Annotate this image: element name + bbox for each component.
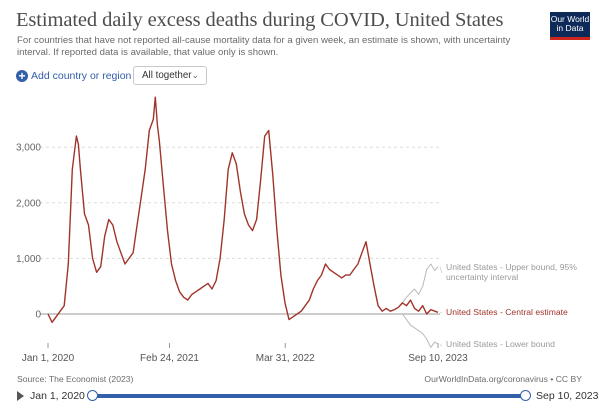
timeline-end-label: Sep 10, 2023 <box>536 390 599 402</box>
legend-label-line: United States - Upper bound, 95% <box>446 262 577 272</box>
labels-layer: United States - Upper bound, 95% uncertai… <box>439 262 577 349</box>
legend-label-line: uncertainty interval <box>446 272 518 282</box>
chart-subtitle: For countries that have not reported all… <box>17 35 511 58</box>
timeline-start-handle[interactable] <box>87 390 98 401</box>
legend-label: United States - Lower bound <box>446 339 555 349</box>
x-tick-label: Feb 24, 2021 <box>140 353 199 364</box>
x-tick-label: Sep 10, 2023 <box>408 353 468 364</box>
page-title: Estimated daily excess deaths during COV… <box>16 9 504 31</box>
series-central-line <box>47 96 439 323</box>
legend-connector <box>439 266 443 274</box>
chart-controls: + Add country or region <box>16 65 131 87</box>
grid-layer: 0 1,000 2,000 3,000 Jan 1, 2020 Feb 24, 2021 M… <box>16 143 468 364</box>
license-link[interactable]: OurWorldInData.org/coronavirus • CC BY <box>424 374 582 384</box>
y-tick-label: 3,000 <box>16 143 41 154</box>
series-bound-line <box>401 313 439 348</box>
logo-line-2: in Data <box>556 23 584 33</box>
series-bound-line <box>401 263 439 304</box>
plus-circle-icon: + <box>16 70 28 82</box>
y-tick-label: 1,000 <box>16 254 41 265</box>
x-tick-label: Jan 1, 2020 <box>22 353 75 364</box>
timeline: Jan 1, 2020 Sep 10, 2023 <box>0 384 600 408</box>
y-tick-label: 2,000 <box>16 198 41 209</box>
y-tick-label: 0 <box>35 310 41 321</box>
timeline-end-handle[interactable] <box>520 390 531 401</box>
logo-line-1: Our World <box>550 14 590 24</box>
legend-label: United States - Central estimate <box>446 307 568 317</box>
add-country-label: Add country or region <box>31 70 132 82</box>
legend-label: United States - Upper bound, 95% uncertai… <box>446 262 577 282</box>
timeline-start-label: Jan 1, 2020 <box>30 390 85 402</box>
facet-dropdown[interactable]: All together ⌄ <box>133 66 207 85</box>
x-tick-label: Mar 31, 2022 <box>256 353 315 364</box>
dropdown-value: All together <box>142 70 192 81</box>
lines-layer <box>47 96 439 323</box>
owid-logo[interactable]: Our World in Data <box>550 12 590 40</box>
timeline-track[interactable] <box>92 394 525 398</box>
legend-connector <box>439 311 443 314</box>
play-icon[interactable] <box>17 391 24 401</box>
legend-connector <box>439 344 443 347</box>
add-country-button[interactable]: + Add country or region <box>16 70 131 82</box>
bounds-layer <box>401 263 439 348</box>
chevron-down-icon: ⌄ <box>191 70 199 80</box>
source-note[interactable]: Source: The Economist (2023) <box>17 374 134 384</box>
